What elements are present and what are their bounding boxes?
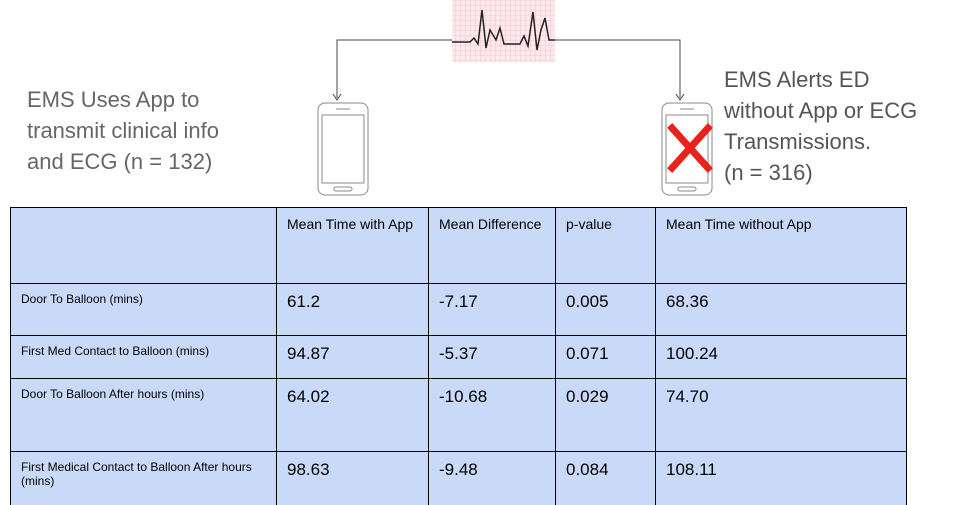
- cell: -7.17: [429, 284, 556, 336]
- label-line: EMS Uses App to: [27, 84, 219, 115]
- phone: [318, 103, 368, 195]
- cell: 68.36: [656, 284, 907, 336]
- cell: 98.63: [277, 452, 429, 505]
- cell: -5.37: [429, 336, 556, 379]
- header-cell: Mean Difference: [429, 208, 556, 284]
- label-line: transmit clinical info: [27, 115, 219, 146]
- connector: [337, 40, 452, 98]
- cell: Door To Balloon After hours (mins): [11, 379, 277, 452]
- cell: 100.24: [656, 336, 907, 379]
- table-row: Door To Balloon After hours (mins)64.02-…: [11, 379, 907, 452]
- cell: 61.2: [277, 284, 429, 336]
- label-line: (n = 316): [724, 157, 917, 188]
- cell: -10.68: [429, 379, 556, 452]
- label-line: and ECG (n = 132): [27, 146, 219, 177]
- cell: Door To Balloon (mins): [11, 284, 277, 336]
- label-line: Transmissions.: [724, 126, 917, 157]
- cell: 64.02: [277, 379, 429, 452]
- cell: 108.11: [656, 452, 907, 505]
- cell: First Medical Contact to Balloon After h…: [11, 452, 277, 505]
- page: EMS Uses App totransmit clinical infoand…: [0, 0, 965, 505]
- cell: 0.071: [556, 336, 656, 379]
- cell: 94.87: [277, 336, 429, 379]
- cross-icon: [672, 128, 708, 168]
- table-row: First Medical Contact to Balloon After h…: [11, 452, 907, 505]
- header-cell: [11, 208, 277, 284]
- cell: 0.005: [556, 284, 656, 336]
- header-cell: p-value: [556, 208, 656, 284]
- cell: First Med Contact to Balloon (mins): [11, 336, 277, 379]
- header-cell: Mean Time with App: [277, 208, 429, 284]
- connector: [555, 40, 680, 98]
- cell: 0.029: [556, 379, 656, 452]
- cell: 74.70: [656, 379, 907, 452]
- cell: 0.084: [556, 452, 656, 505]
- label-line: EMS Alerts ED: [724, 64, 917, 95]
- header-cell: Mean Time without App: [656, 208, 907, 284]
- cell: -9.48: [429, 452, 556, 505]
- table-row: First Med Contact to Balloon (mins)94.87…: [11, 336, 907, 379]
- ecg-grid: [452, 0, 555, 62]
- label-line: without App or ECG: [724, 95, 917, 126]
